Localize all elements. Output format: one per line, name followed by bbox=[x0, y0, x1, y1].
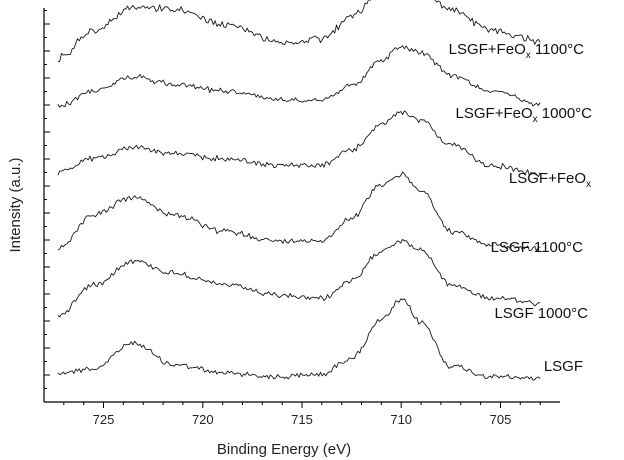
series-lines bbox=[57, 0, 541, 381]
series-label-2: LSGF 1000°C bbox=[494, 305, 588, 322]
axes bbox=[43, 8, 560, 403]
series-line-5 bbox=[57, 45, 541, 108]
series-labels: LSGF LSGF 1000°C LSGF 1100°C LSGF+FeOx LSGF+… bbox=[449, 41, 593, 375]
y-axis-title: Intensity (a.u.) bbox=[7, 157, 24, 252]
x-ticks: 725 720 715 710 705 bbox=[63, 402, 541, 427]
series-label-3: LSGF 1100°C bbox=[491, 239, 584, 256]
series-label-5: LSGF+FeOx 1000°C bbox=[456, 105, 593, 125]
series-label-6: LSGF+FeOx 1100°C bbox=[449, 41, 585, 61]
x-tick-label: 715 bbox=[291, 412, 313, 427]
x-axis-title: Binding Energy (eV) bbox=[217, 441, 351, 458]
series-label-1: LSGF bbox=[544, 358, 583, 375]
series-line-1 bbox=[57, 298, 541, 381]
x-tick-label: 725 bbox=[93, 412, 115, 427]
y-ticks bbox=[44, 10, 50, 403]
x-tick-label: 710 bbox=[390, 412, 412, 427]
series-line-3 bbox=[57, 171, 541, 252]
series-label-4: LSGF+FeOx bbox=[509, 170, 591, 190]
series-line-4 bbox=[57, 110, 541, 178]
x-tick-label: 705 bbox=[490, 412, 512, 427]
x-tick-label: 720 bbox=[192, 412, 214, 427]
series-line-6 bbox=[57, 0, 541, 62]
series-line-2 bbox=[57, 238, 541, 318]
